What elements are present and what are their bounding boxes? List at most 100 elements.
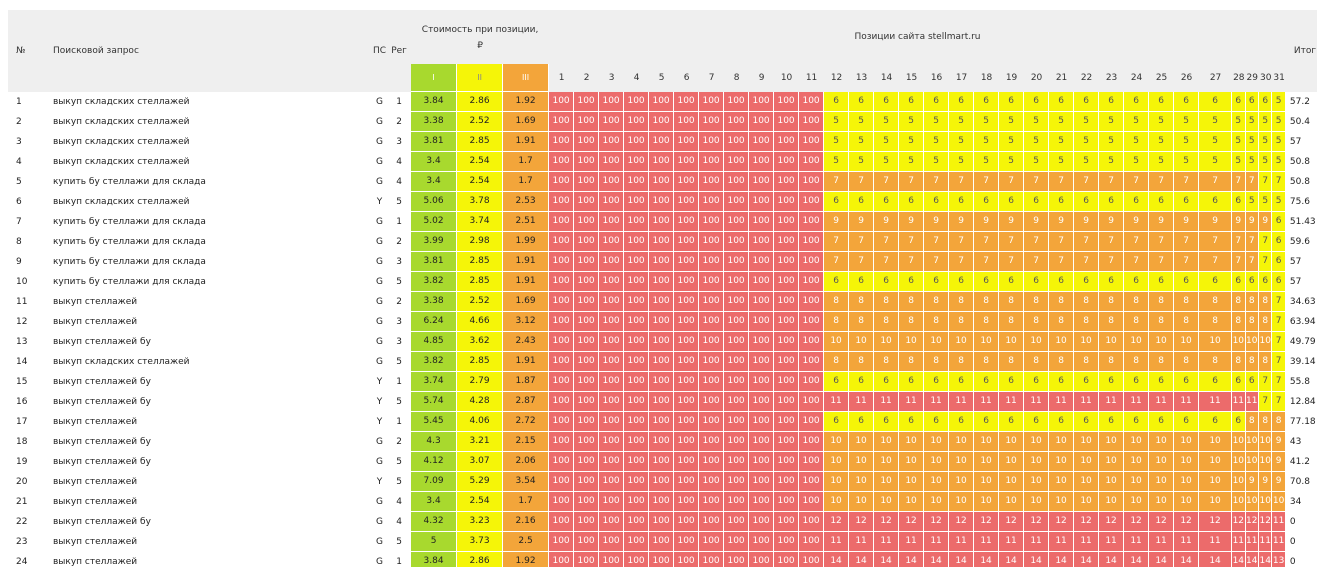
header-search-engine[interactable]: ПС [372, 10, 388, 92]
row-position-cell: 11 [1124, 392, 1150, 412]
row-position-cell: 10 [1024, 432, 1050, 452]
header-position-15[interactable]: 15 [899, 64, 925, 92]
header-position-18[interactable]: 18 [974, 64, 1000, 92]
table-row[interactable]: 15 выкуп стеллажей бу Y 1 3.74 2.79 1.87 100 100… [8, 372, 1317, 392]
header-position-10[interactable]: 10 [774, 64, 800, 92]
table-row[interactable]: 21 выкуп стеллажей G 4 3.4 2.54 1.7 100 100 100 10… [8, 492, 1317, 512]
header-query[interactable]: Поисковой запрос [45, 10, 372, 92]
table-row[interactable]: 5 купить бу стеллажи для склада G 4 3.4 2.54 1… [8, 172, 1317, 192]
table-row[interactable]: 4 выкуп складских стеллажей G 4 3.4 2.54 1.7 10… [8, 152, 1317, 172]
header-position-16[interactable]: 16 [924, 64, 950, 92]
header-position-5[interactable]: 5 [649, 64, 675, 92]
header-position-8[interactable]: 8 [724, 64, 750, 92]
row-search-engine: Y [376, 196, 383, 207]
row-number: 4 [16, 156, 22, 167]
table-row[interactable]: 20 выкуп стеллажей Y 5 7.09 5.29 3.54 100 100 100… [8, 472, 1317, 492]
table-row[interactable]: 1 выкуп складских стеллажей G 1 3.84 2.86 1.92… [8, 92, 1317, 112]
header-position-22[interactable]: 22 [1074, 64, 1100, 92]
row-position-cell: 100 [774, 352, 800, 372]
row-position-cell: 100 [774, 232, 800, 252]
header-position-13[interactable]: 13 [849, 64, 875, 92]
table-row[interactable]: 10 купить бу стеллажи для склада G 5 3.82 2.8… [8, 272, 1317, 292]
table-row[interactable]: 14 выкуп складских стеллажей G 5 3.82 2.85 1.9… [8, 352, 1317, 372]
table-row[interactable]: 19 выкуп стеллажей бу G 5 4.12 3.07 2.06 100 100… [8, 452, 1317, 472]
header-position-19[interactable]: 19 [999, 64, 1025, 92]
table-row[interactable]: 12 выкуп стеллажей G 3 6.24 4.66 3.12 100 100 100… [8, 312, 1317, 332]
header-position-20[interactable]: 20 [1024, 64, 1050, 92]
row-position-cell: 100 [624, 392, 650, 412]
header-region[interactable]: Рег [387, 10, 412, 92]
row-query: выкуп стеллажей [53, 536, 138, 547]
header-position-3[interactable]: 3 [599, 64, 625, 92]
row-position-cell: 11 [1099, 392, 1125, 412]
header-position-23[interactable]: 23 [1099, 64, 1125, 92]
header-position-4[interactable]: 4 [624, 64, 650, 92]
row-cost-level-2: 2.86 [457, 92, 504, 112]
table-row[interactable]: 13 выкуп стеллажей бу G 3 4.85 3.62 2.43 100 100… [8, 332, 1317, 352]
table-row[interactable]: 3 выкуп складских стеллажей G 3 3.81 2.85 1.91… [8, 132, 1317, 152]
header-position-17[interactable]: 17 [949, 64, 975, 92]
row-position-cell: 100 [749, 332, 775, 352]
header-position-25[interactable]: 25 [1149, 64, 1175, 92]
row-position-cell: 100 [649, 332, 675, 352]
table-row[interactable]: 17 выкуп стеллажей Y 1 5.45 4.06 2.72 100 100 100… [8, 412, 1317, 432]
header-position-2[interactable]: 2 [574, 64, 600, 92]
table-row[interactable]: 8 купить бу стеллажи для склада G 2 3.99 2.98… [8, 232, 1317, 252]
header-level-1[interactable]: I [411, 64, 458, 92]
header-position-21[interactable]: 21 [1049, 64, 1075, 92]
header-position-28[interactable]: 28 [1232, 64, 1246, 92]
header-position-12[interactable]: 12 [824, 64, 850, 92]
row-cost-level-3: 1.7 [503, 152, 550, 172]
row-position-cell: 6 [849, 92, 875, 112]
table-row[interactable]: 22 выкуп стеллажей бу G 4 4.32 3.23 2.16 100 100… [8, 512, 1317, 532]
row-position-cell: 8 [824, 312, 850, 332]
row-position-cell: 100 [799, 152, 825, 172]
header-position-29[interactable]: 29 [1245, 64, 1259, 92]
table-row[interactable]: 6 выкуп складских стеллажей Y 5 5.06 3.78 2.53… [8, 192, 1317, 212]
header-number[interactable]: № [8, 10, 45, 92]
row-position-cell: 7 [1174, 232, 1200, 252]
row-position-cell: 10 [1232, 332, 1246, 352]
header-position-14[interactable]: 14 [874, 64, 900, 92]
row-position-cell: 11 [924, 532, 950, 552]
row-cost-level-3: 3.54 [503, 472, 550, 492]
header-position-9[interactable]: 9 [749, 64, 775, 92]
header-level-3[interactable]: III [503, 64, 550, 92]
row-cost-level-1: 3.38 [411, 292, 458, 312]
row-position-cell: 10 [1049, 452, 1075, 472]
header-position-24[interactable]: 24 [1124, 64, 1150, 92]
row-position-cell: 100 [699, 252, 725, 272]
header-position-7[interactable]: 7 [699, 64, 725, 92]
row-position-cell: 100 [749, 552, 775, 567]
row-position-cell: 12 [874, 512, 900, 532]
row-position-cell: 8 [899, 312, 925, 332]
row-position-cell: 100 [574, 312, 600, 332]
table-row[interactable]: 2 выкуп складских стеллажей G 2 3.38 2.52 1.69… [8, 112, 1317, 132]
row-position-cell: 100 [799, 472, 825, 492]
table-row[interactable]: 18 выкуп стеллажей бу G 2 4.3 3.21 2.15 100 100 1… [8, 432, 1317, 452]
row-region: 2 [396, 436, 402, 447]
row-position-cell: 7 [974, 252, 1000, 272]
header-position-11[interactable]: 11 [799, 64, 825, 92]
header-position-1[interactable]: 1 [549, 64, 575, 92]
header-position-27[interactable]: 27 [1199, 64, 1233, 92]
row-position-cell: 12 [1174, 512, 1200, 532]
row-position-cell: 5 [874, 132, 900, 152]
header-total[interactable]: Итог [1285, 10, 1318, 92]
row-position-cell: 6 [1099, 272, 1125, 292]
table-row[interactable]: 7 купить бу стеллажи для склада G 1 5.02 3.74… [8, 212, 1317, 232]
table-row[interactable]: 11 выкуп стеллажей G 2 3.38 2.52 1.69 100 100 100… [8, 292, 1317, 312]
row-position-cell: 100 [724, 192, 750, 212]
header-position-30[interactable]: 30 [1258, 64, 1273, 92]
header-position-26[interactable]: 26 [1174, 64, 1200, 92]
table-row[interactable]: 23 выкуп стеллажей G 5 5 3.73 2.5 100 100 100 100 1… [8, 532, 1317, 552]
row-region: 2 [396, 116, 402, 127]
header-position-31[interactable]: 31 [1272, 64, 1286, 92]
table-row[interactable]: 24 выкуп стеллажей G 1 3.84 2.86 1.92 100 100 100… [8, 552, 1317, 567]
header-position-6[interactable]: 6 [674, 64, 700, 92]
row-position-cell: 100 [799, 492, 825, 512]
row-position-cell: 9 [1099, 212, 1125, 232]
table-row[interactable]: 9 купить бу стеллажи для склада G 3 3.81 2.85… [8, 252, 1317, 272]
table-row[interactable]: 16 выкуп стеллажей бу Y 5 5.74 4.28 2.87 100 100… [8, 392, 1317, 412]
header-level-2[interactable]: II [457, 64, 504, 92]
